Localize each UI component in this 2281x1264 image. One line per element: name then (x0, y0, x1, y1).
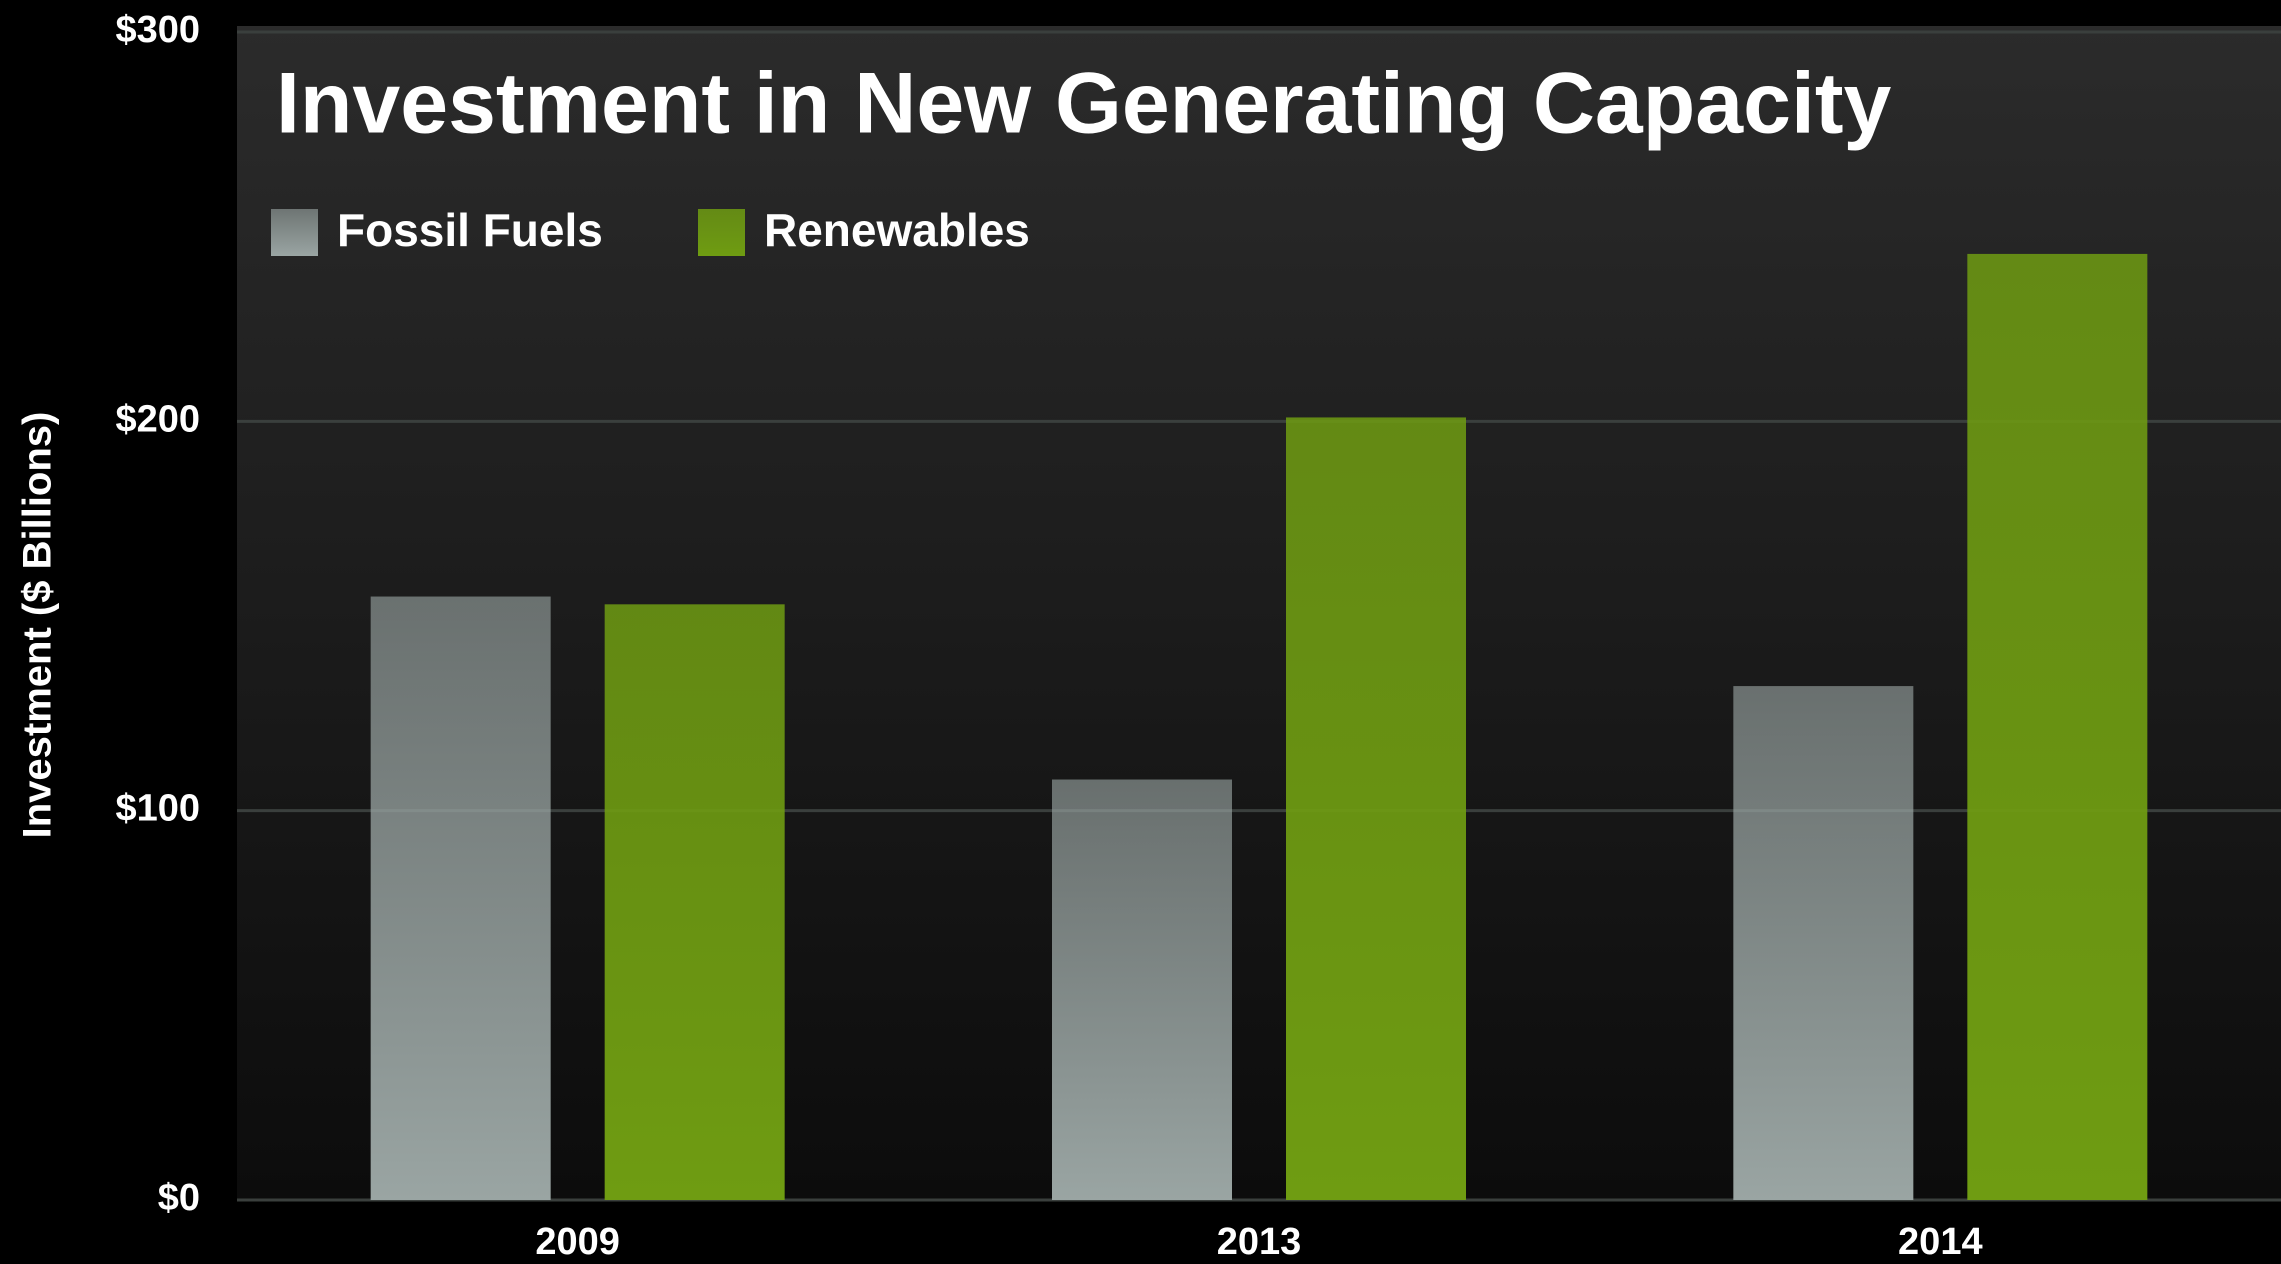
legend-swatch (271, 209, 318, 256)
chart-title: Investment in New Generating Capacity (276, 56, 1891, 152)
y-axis-label: Investment ($ Billions) (16, 412, 60, 839)
legend-swatch (698, 209, 745, 256)
plot-panel (237, 26, 2281, 1200)
bar (370, 596, 551, 1200)
bar (1286, 417, 1466, 1200)
y-tick-label: $300 (115, 9, 200, 51)
legend-label: Renewables (764, 204, 1030, 256)
y-tick-label: $100 (115, 788, 200, 830)
x-tick-label: 2014 (1898, 1221, 1983, 1263)
y-tick-label: $0 (158, 1177, 200, 1219)
x-tick-label: 2013 (1217, 1221, 1302, 1263)
bar (1052, 779, 1232, 1200)
bar (604, 604, 785, 1200)
bar (1967, 253, 2148, 1201)
x-tick-label: 2009 (535, 1221, 620, 1263)
y-tick-label: $200 (115, 398, 200, 440)
legend-label: Fossil Fuels (337, 204, 603, 256)
bar (1733, 686, 1914, 1200)
